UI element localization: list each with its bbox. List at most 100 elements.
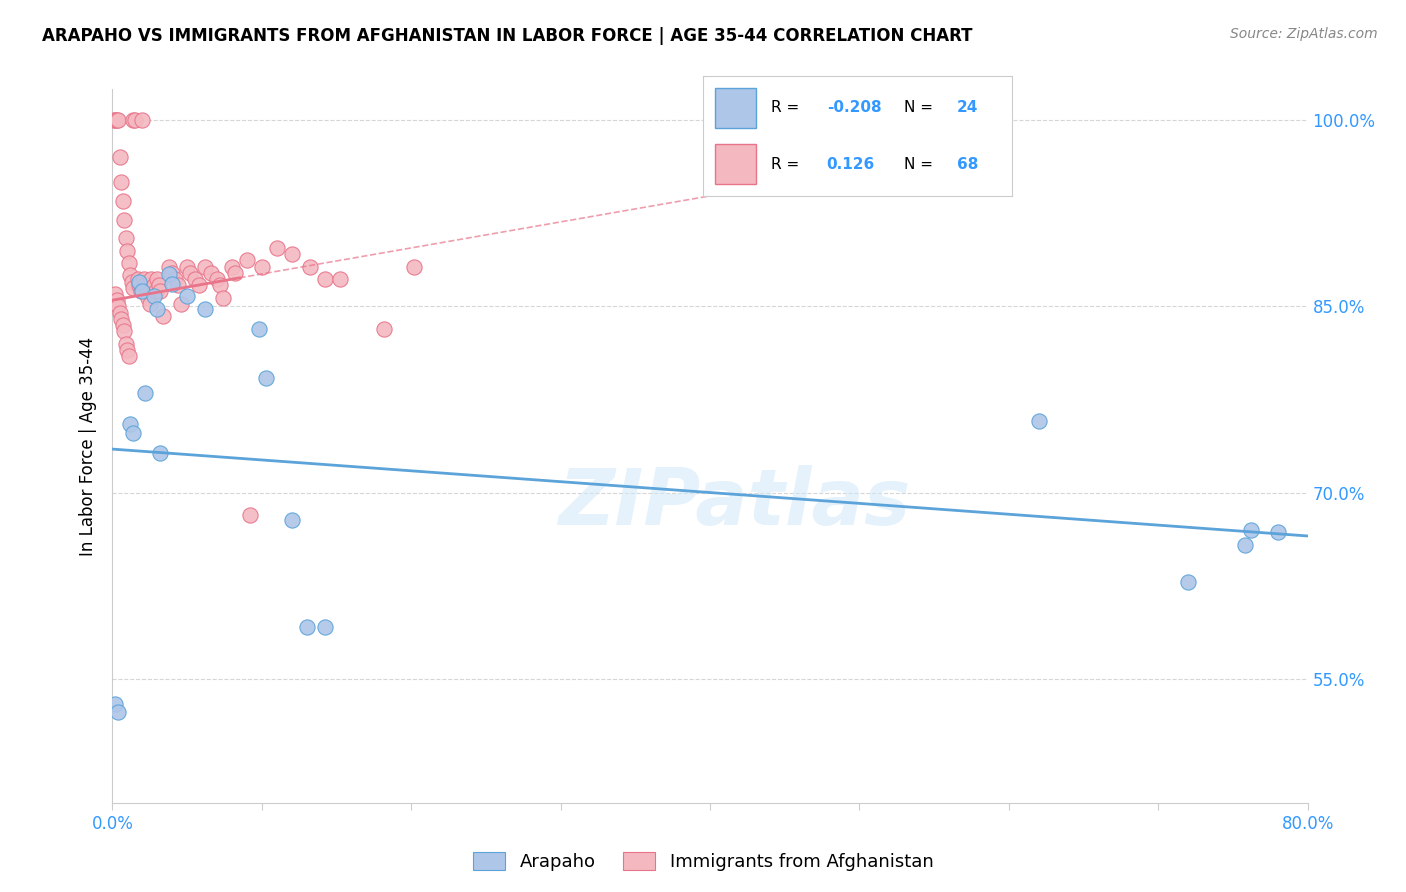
Point <box>1177 574 1199 589</box>
Point <box>114 324 135 338</box>
Point <box>111 194 134 208</box>
Text: 24: 24 <box>956 100 979 115</box>
Point <box>176 260 198 274</box>
FancyBboxPatch shape <box>716 87 755 128</box>
Point <box>295 619 318 633</box>
Point <box>110 175 132 189</box>
Point <box>138 291 160 305</box>
Point <box>167 278 190 293</box>
Point <box>212 291 235 305</box>
Point <box>149 446 172 460</box>
Point <box>298 260 321 274</box>
Point <box>111 318 134 332</box>
Point <box>120 268 142 283</box>
Text: 0.126: 0.126 <box>827 157 875 172</box>
Point <box>157 260 180 274</box>
Point <box>170 297 193 311</box>
Point <box>141 272 163 286</box>
Point <box>314 272 336 286</box>
Point <box>118 349 141 363</box>
Point <box>134 278 156 293</box>
Point <box>254 371 277 385</box>
Point <box>120 417 142 432</box>
Point <box>194 301 217 316</box>
Text: ZIPatlas: ZIPatlas <box>558 465 910 541</box>
Point <box>281 513 304 527</box>
Point <box>121 275 143 289</box>
Point <box>404 260 426 274</box>
Point <box>104 287 127 301</box>
Point <box>236 253 259 268</box>
Point <box>157 267 180 281</box>
Point <box>127 272 149 286</box>
Point <box>194 260 217 274</box>
Point <box>107 113 129 128</box>
Point <box>1028 413 1050 427</box>
Point <box>239 508 262 522</box>
Legend: Arapaho, Immigrants from Afghanistan: Arapaho, Immigrants from Afghanistan <box>465 845 941 879</box>
Point <box>124 113 146 128</box>
Point <box>250 260 273 274</box>
Point <box>176 289 198 303</box>
Point <box>314 619 336 633</box>
Point <box>115 336 138 351</box>
Text: Source: ZipAtlas.com: Source: ZipAtlas.com <box>1230 27 1378 41</box>
Point <box>131 285 153 299</box>
Point <box>107 705 129 719</box>
Text: N =: N = <box>904 157 938 172</box>
Point <box>224 266 246 280</box>
Point <box>165 272 187 286</box>
Point <box>143 289 166 303</box>
Point <box>122 425 145 440</box>
Point <box>134 386 156 401</box>
Point <box>247 322 270 336</box>
FancyBboxPatch shape <box>716 145 755 185</box>
Point <box>117 343 139 357</box>
Point <box>1240 523 1263 537</box>
Point <box>183 272 205 286</box>
Point <box>131 113 153 128</box>
Point <box>108 151 131 165</box>
Point <box>114 212 135 227</box>
Point <box>128 275 150 289</box>
Point <box>103 113 125 128</box>
Text: R =: R = <box>770 157 804 172</box>
Point <box>118 256 141 270</box>
Point <box>221 260 243 274</box>
Point <box>329 272 352 286</box>
Point <box>105 293 128 308</box>
Point <box>129 285 152 299</box>
Text: N =: N = <box>904 100 938 115</box>
Point <box>205 272 228 286</box>
Text: 68: 68 <box>956 157 979 172</box>
Point <box>162 277 183 291</box>
Point <box>148 278 170 293</box>
Point <box>110 311 132 326</box>
Point <box>139 297 162 311</box>
Point <box>200 266 222 280</box>
Point <box>145 285 167 299</box>
Point <box>132 272 155 286</box>
Point <box>107 299 129 313</box>
Point <box>146 272 169 286</box>
Point <box>281 247 304 261</box>
Text: ARAPAHO VS IMMIGRANTS FROM AFGHANISTAN IN LABOR FORCE | AGE 35-44 CORRELATION CH: ARAPAHO VS IMMIGRANTS FROM AFGHANISTAN I… <box>42 27 973 45</box>
Point <box>1233 538 1256 552</box>
Point <box>162 266 183 280</box>
Y-axis label: In Labor Force | Age 35-44: In Labor Force | Age 35-44 <box>79 336 97 556</box>
Point <box>104 697 127 711</box>
Point <box>115 231 138 245</box>
Point <box>188 278 211 293</box>
Point <box>104 113 127 128</box>
Point <box>179 266 201 280</box>
Point <box>117 244 139 258</box>
Point <box>105 113 128 128</box>
Point <box>373 322 395 336</box>
Point <box>1267 525 1289 540</box>
Point <box>152 310 174 324</box>
Point <box>108 305 131 319</box>
Point <box>209 278 232 293</box>
Text: -0.208: -0.208 <box>827 100 882 115</box>
Point <box>135 285 157 299</box>
Point <box>149 285 172 299</box>
